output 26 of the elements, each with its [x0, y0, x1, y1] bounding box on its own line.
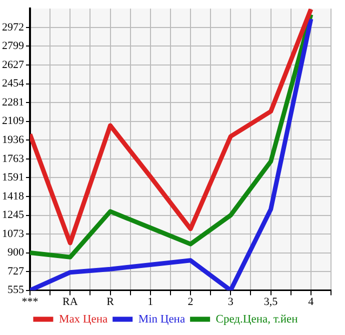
y-tick-label: 2799 — [2, 40, 24, 52]
y-tick-label: 727 — [8, 265, 24, 278]
y-tick-label: 2627 — [2, 58, 24, 71]
y-tick-label: 1073 — [2, 228, 24, 240]
y-tick-label: 555 — [8, 284, 24, 296]
legend-label: Min Цена — [138, 313, 186, 326]
y-tick-label: 1245 — [2, 209, 24, 222]
x-tick-label: R — [106, 296, 115, 308]
x-tick-label: 3 — [228, 296, 234, 308]
y-tick-label: 1591 — [2, 172, 24, 184]
x-tick-label: 3,5 — [264, 296, 278, 308]
y-tick-label: 2281 — [2, 96, 24, 108]
y-tick-label: 2972 — [2, 21, 24, 34]
y-tick-label: 900 — [8, 246, 24, 259]
y-tick-label: 2454 — [2, 78, 24, 90]
y-tick-label: 1763 — [2, 152, 24, 165]
x-tick-label: 2 — [188, 296, 194, 308]
x-tick-label: RA — [62, 296, 78, 308]
x-tick-label: 4 — [308, 296, 314, 308]
legend-label: Сред.Цена, т.йен — [216, 313, 298, 326]
y-tick-label: 1418 — [2, 190, 24, 202]
legend-label: Max Цена — [58, 313, 108, 326]
x-tick-label: *** — [22, 296, 38, 308]
y-tick-label: 2109 — [2, 115, 24, 128]
x-tick-label: 1 — [148, 296, 154, 308]
y-tick-label: 1936 — [2, 134, 24, 146]
